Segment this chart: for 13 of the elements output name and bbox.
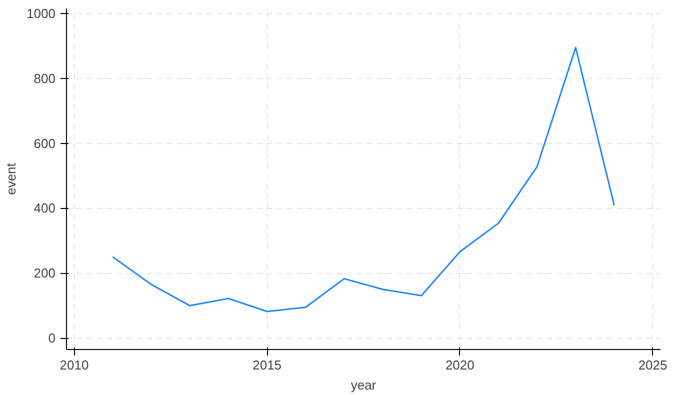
x-tick-label: 2020 [445, 358, 474, 372]
y-tick-label: 200 [34, 266, 56, 281]
y-tick-label: 800 [34, 70, 56, 86]
y-tick-label: 0 [48, 330, 56, 346]
y-tick-label: 1000 [26, 6, 56, 21]
y-tick-label: 400 [34, 200, 56, 216]
x-tick-label: 2015 [252, 358, 282, 372]
x-tick-label: 2010 [60, 358, 89, 372]
line-series [112, 46, 615, 312]
y-axis-title: event [4, 162, 19, 195]
x-tick-label: 2025 [638, 358, 668, 372]
y-tick-label: 600 [34, 136, 56, 151]
x-axis-title: year [350, 378, 377, 392]
